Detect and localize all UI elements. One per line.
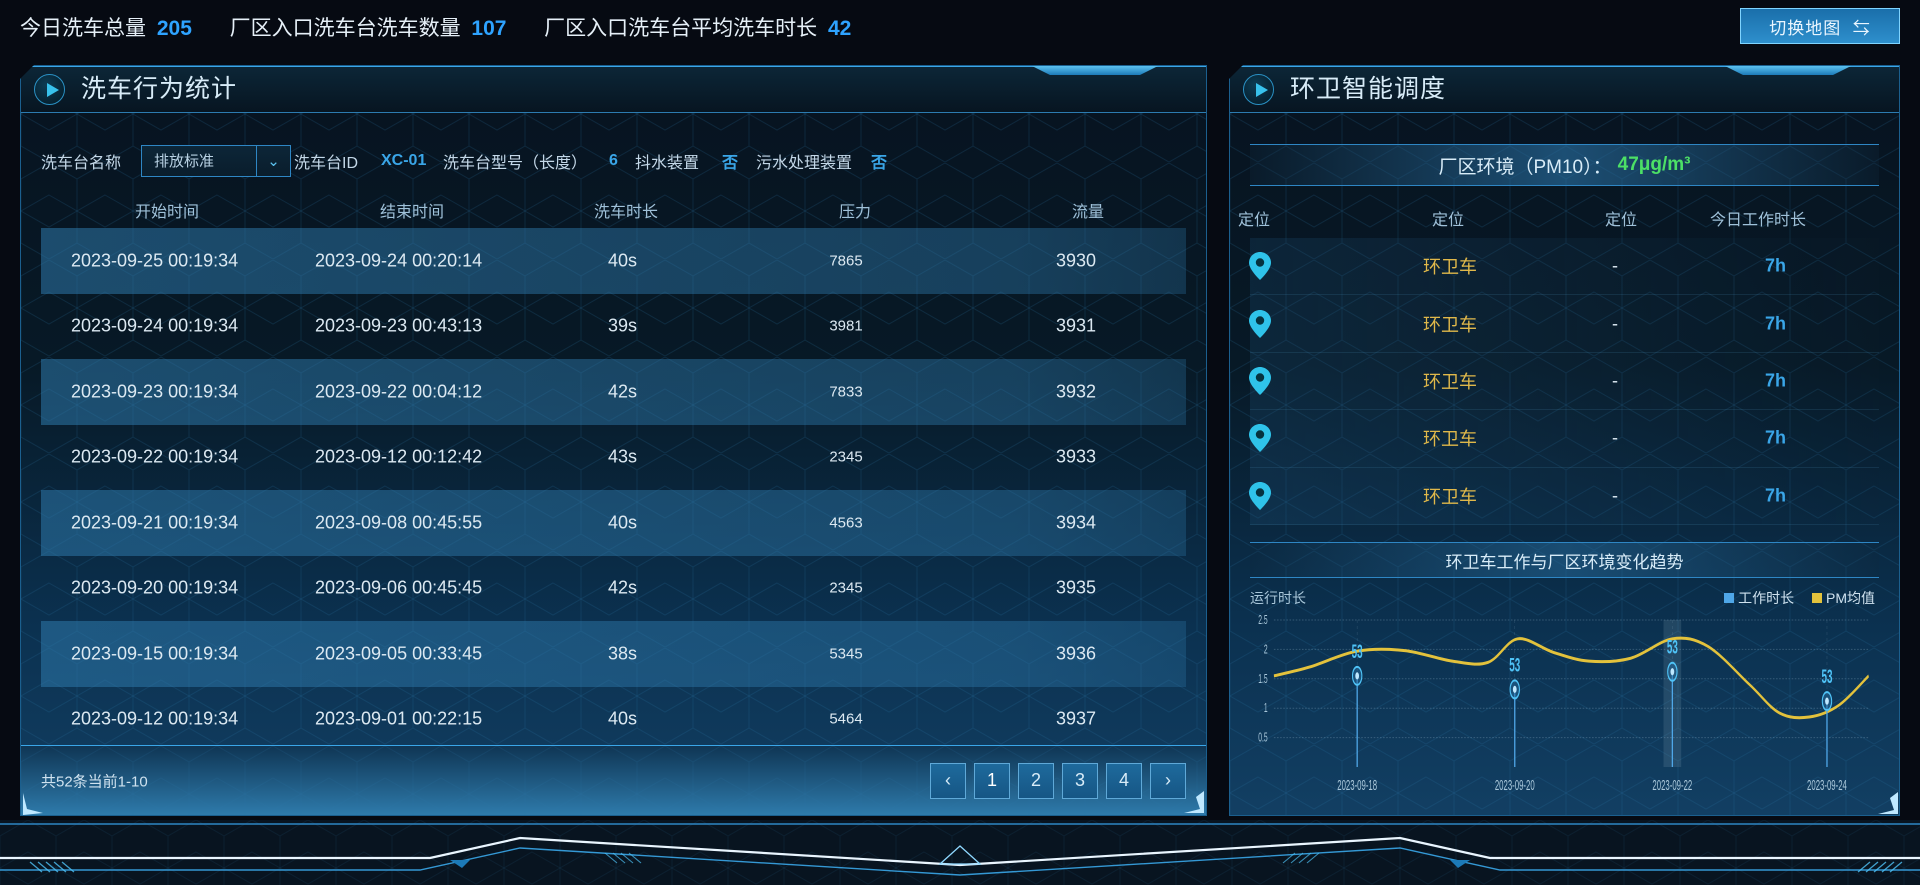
svg-text:0.5: 0.5 <box>1258 732 1268 746</box>
svg-text:53: 53 <box>1667 637 1678 658</box>
svg-text:53: 53 <box>1352 642 1363 663</box>
svg-text:53: 53 <box>1821 667 1832 688</box>
svg-text:2023-09-18: 2023-09-18 <box>1337 776 1377 794</box>
svg-text:1.5: 1.5 <box>1258 673 1268 687</box>
svg-text:2023-09-20: 2023-09-20 <box>1495 776 1535 794</box>
svg-text:2.5: 2.5 <box>1258 614 1268 628</box>
svg-text:2023-09-24: 2023-09-24 <box>1807 776 1847 794</box>
svg-text:1: 1 <box>1264 702 1268 716</box>
svg-text:53: 53 <box>1509 655 1520 676</box>
svg-text:2: 2 <box>1264 643 1268 657</box>
svg-text:2023-09-22: 2023-09-22 <box>1652 776 1692 794</box>
